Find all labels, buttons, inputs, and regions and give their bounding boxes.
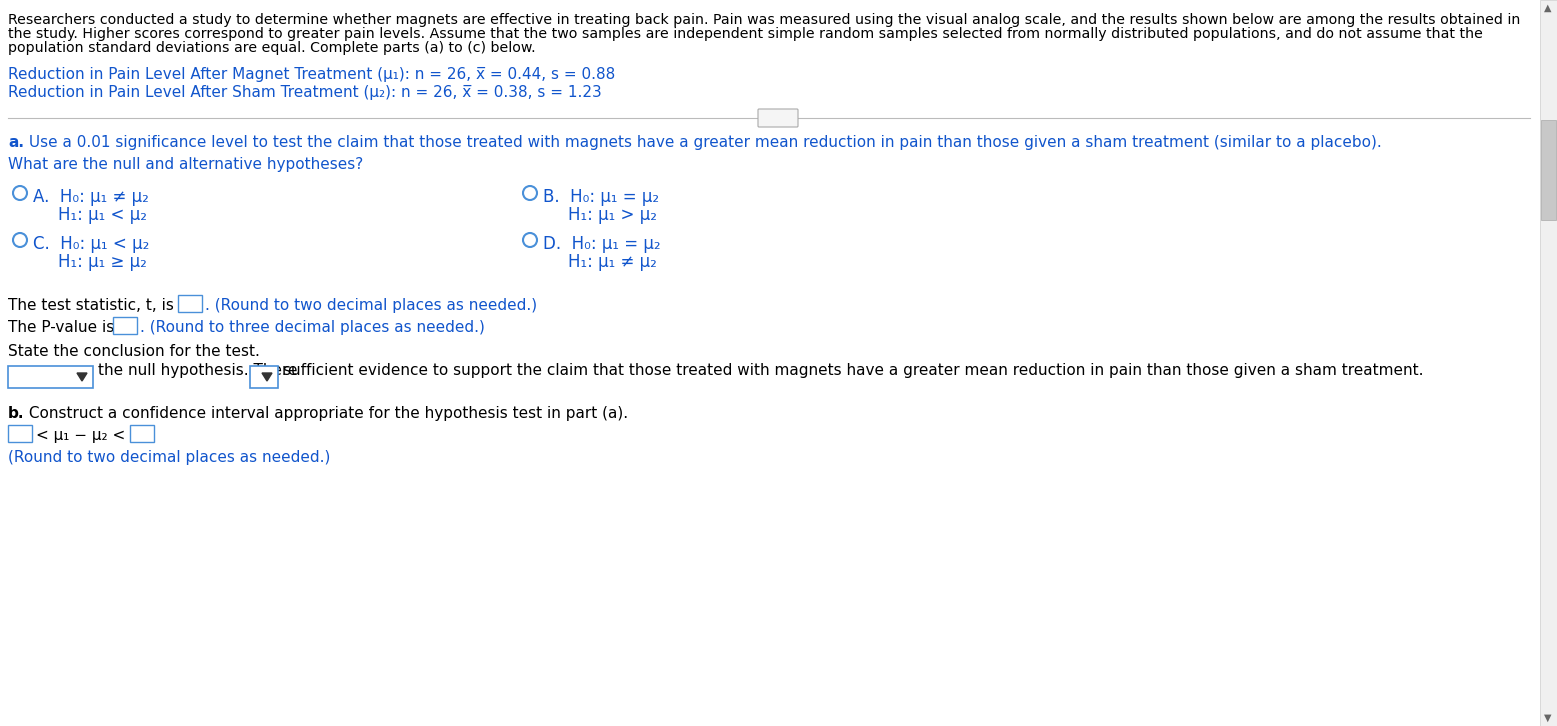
Bar xyxy=(8,425,33,442)
Text: A.  H₀: μ₁ ≠ μ₂: A. H₀: μ₁ ≠ μ₂ xyxy=(33,188,149,206)
Bar xyxy=(8,366,93,388)
Bar xyxy=(251,366,279,388)
Text: the null hypothesis. There: the null hypothesis. There xyxy=(98,363,297,378)
Text: The P-value is: The P-value is xyxy=(8,320,114,335)
Text: The test statistic, t, is: The test statistic, t, is xyxy=(8,298,174,313)
Text: D.  H₀: μ₁ = μ₂: D. H₀: μ₁ = μ₂ xyxy=(543,235,660,253)
Text: the study. Higher scores correspond to greater pain levels. Assume that the two : the study. Higher scores correspond to g… xyxy=(8,27,1482,41)
Text: H₁: μ₁ > μ₂: H₁: μ₁ > μ₂ xyxy=(568,206,657,224)
Bar xyxy=(1540,0,1557,726)
Text: Reduction in Pain Level After Magnet Treatment (μ₁): n = 26, x̅ = 0.44, s = 0.88: Reduction in Pain Level After Magnet Tre… xyxy=(8,67,615,82)
Bar xyxy=(114,317,137,334)
Bar xyxy=(129,425,154,442)
Polygon shape xyxy=(76,373,87,381)
Text: State the conclusion for the test.: State the conclusion for the test. xyxy=(8,344,260,359)
Text: H₁: μ₁ < μ₂: H₁: μ₁ < μ₂ xyxy=(58,206,146,224)
FancyBboxPatch shape xyxy=(758,109,799,127)
Text: What are the null and alternative hypotheses?: What are the null and alternative hypoth… xyxy=(8,157,363,172)
Text: Use a 0.01 significance level to test the claim that those treated with magnets : Use a 0.01 significance level to test th… xyxy=(23,135,1381,150)
Bar xyxy=(177,295,202,312)
Text: population standard deviations are equal. Complete parts (a) to (c) below.: population standard deviations are equal… xyxy=(8,41,536,55)
Polygon shape xyxy=(262,373,272,381)
Text: ▼: ▼ xyxy=(1545,713,1552,723)
Text: a.: a. xyxy=(8,135,23,150)
Text: < μ₁ − μ₂ <: < μ₁ − μ₂ < xyxy=(36,428,125,443)
Text: b.: b. xyxy=(8,406,25,421)
Text: . (Round to three decimal places as needed.): . (Round to three decimal places as need… xyxy=(140,320,484,335)
Text: B.  H₀: μ₁ = μ₂: B. H₀: μ₁ = μ₂ xyxy=(543,188,659,206)
Text: H₁: μ₁ ≥ μ₂: H₁: μ₁ ≥ μ₂ xyxy=(58,253,146,271)
Text: Construct a confidence interval appropriate for the hypothesis test in part (a).: Construct a confidence interval appropri… xyxy=(23,406,627,421)
Text: ▲: ▲ xyxy=(1545,3,1552,13)
Text: H₁: μ₁ ≠ μ₂: H₁: μ₁ ≠ μ₂ xyxy=(568,253,657,271)
Text: (Round to two decimal places as needed.): (Round to two decimal places as needed.) xyxy=(8,450,330,465)
Bar xyxy=(1541,120,1555,220)
Text: Researchers conducted a study to determine whether magnets are effective in trea: Researchers conducted a study to determi… xyxy=(8,13,1520,27)
Text: Reduction in Pain Level After Sham Treatment (μ₂): n = 26, x̅ = 0.38, s = 1.23: Reduction in Pain Level After Sham Treat… xyxy=(8,85,601,100)
Text: C.  H₀: μ₁ < μ₂: C. H₀: μ₁ < μ₂ xyxy=(33,235,149,253)
Text: ...: ... xyxy=(772,110,783,123)
Text: sufficient evidence to support the claim that those treated with magnets have a : sufficient evidence to support the claim… xyxy=(283,363,1423,378)
Text: . (Round to two decimal places as needed.): . (Round to two decimal places as needed… xyxy=(206,298,537,313)
